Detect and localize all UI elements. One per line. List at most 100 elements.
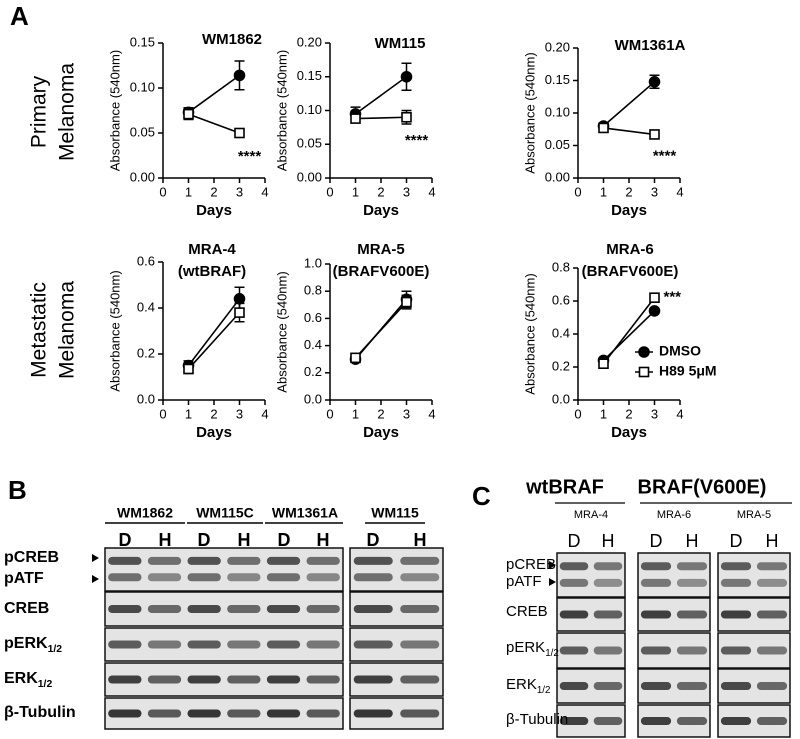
blot-band: [266, 709, 301, 718]
data-line: [602, 297, 656, 365]
blot-band: [353, 605, 393, 613]
row-label: Primary: [28, 75, 51, 148]
blot-strip: [104, 591, 344, 627]
y-axis-label: Absorbance (540nm): [522, 273, 537, 394]
blot-band: [400, 640, 440, 649]
blot-band: [306, 675, 340, 684]
y-tick-label: 0.2: [552, 358, 570, 373]
y-tick-label: 0.0: [552, 391, 570, 406]
x-tick-label: 0: [574, 406, 581, 421]
blot-band: [147, 556, 182, 565]
data-line: [187, 298, 241, 366]
blot-band: [266, 640, 301, 649]
blot-band: [108, 709, 142, 718]
cell-line-label: WM115C: [196, 505, 254, 521]
blot-band: [306, 605, 340, 613]
panel-label: C: [472, 481, 491, 511]
row-label: Melanoma: [56, 281, 79, 379]
cell-line-label: WM1361A: [272, 505, 338, 521]
x-tick-label: 0: [159, 406, 166, 421]
lane-label: D: [198, 530, 211, 550]
annotation: ****: [653, 147, 677, 164]
blot-band: [756, 682, 788, 690]
blot-band: [559, 646, 589, 655]
x-tick-label: 0: [159, 184, 166, 199]
y-tick-label: 0.00: [545, 169, 570, 184]
blot-band: [676, 646, 708, 655]
data-point: [649, 292, 660, 304]
blot-band: [593, 610, 623, 619]
blot-arrow: [92, 575, 99, 583]
y-tick-label: 0.05: [130, 124, 155, 139]
blot-band: [720, 578, 752, 587]
blot-band: [187, 709, 221, 718]
blot-band: [756, 578, 788, 587]
blot-strip: [349, 547, 444, 592]
blot-strip: [556, 552, 626, 598]
blot-band: [593, 646, 623, 655]
blot-band: [187, 573, 221, 582]
data-point: [400, 70, 413, 83]
blot-band: [400, 556, 440, 565]
blot-row-label: pCREB: [506, 556, 556, 573]
data-line: [188, 113, 240, 134]
blot-row-label: β-Tubulin: [506, 711, 568, 728]
x-axis-label: Days: [196, 202, 232, 219]
y-axis-label: Absorbance (540nm): [522, 52, 537, 173]
blot-band: [559, 610, 589, 619]
blot-band: [720, 610, 752, 619]
y-tick-label: 1.0: [304, 255, 322, 270]
row-label: Metastatic: [28, 282, 51, 378]
y-tick-label: 0.4: [552, 325, 570, 340]
y-tick-label: 0.8: [304, 283, 322, 298]
x-tick-label: 1: [352, 406, 359, 421]
blot-row-label: pERK1/2: [4, 635, 62, 655]
data-line: [603, 127, 655, 136]
y-tick-label: 0.15: [297, 68, 322, 83]
data-point: [183, 108, 194, 120]
blot-band: [108, 556, 142, 565]
chart: MRA-4 (wtBRAF) 0.0 0.2 0.4 0.6 0 1 2 3 4 Days Absorb…: [107, 241, 268, 441]
chart: WM115 0.00 0.05 0.10 0.15 0.20 0 1 2 3 4 Days Absorb…: [274, 34, 435, 219]
blot-band: [593, 562, 623, 571]
y-tick-label: 0.00: [130, 169, 155, 184]
blot-band: [147, 640, 182, 649]
chart-title: MRA-4: [188, 241, 236, 258]
cell-line-label: MRA-4: [574, 509, 608, 521]
blot-strip: [717, 552, 791, 598]
annotation: ***: [664, 289, 682, 306]
blot-band: [593, 578, 623, 587]
x-axis-label: Days: [611, 202, 647, 219]
chart: WM1361A 0.00 0.05 0.10 0.15 0.20 0 1 2 3 4 Days Abso…: [522, 37, 685, 219]
y-tick-label: 0.15: [130, 34, 155, 49]
data-line: [355, 76, 407, 115]
row-label: Melanoma: [56, 63, 79, 161]
blot-band: [147, 605, 182, 613]
x-tick-label: 2: [210, 406, 217, 421]
chart: WM1862 0.00 0.05 0.10 0.15 0 1 2 3 4 Days Absorbanc…: [107, 31, 268, 219]
blot-band: [227, 709, 261, 718]
data-line: [187, 312, 241, 370]
x-tick-label: 4: [428, 406, 435, 421]
lane-label: H: [686, 531, 699, 551]
blot-row-subscript: 1/2: [545, 648, 559, 659]
lane-label: D: [568, 531, 581, 551]
blot-band: [266, 556, 301, 565]
lane-label: H: [602, 531, 615, 551]
blot-row-text: CREB: [506, 603, 548, 620]
lane-label: D: [650, 531, 663, 551]
data-line: [602, 81, 656, 127]
blot-band: [400, 709, 440, 718]
x-axis-label: Days: [611, 424, 647, 441]
blot-row-text: ERK: [506, 676, 537, 693]
y-tick-label: 0.6: [137, 253, 155, 268]
lane-label: H: [159, 530, 172, 550]
y-tick-label: 0.20: [297, 34, 322, 49]
blot-band: [640, 717, 672, 725]
y-tick-label: 0.6: [304, 310, 322, 325]
blot-band: [559, 578, 589, 587]
blot-band: [720, 682, 752, 690]
x-tick-label: 4: [261, 406, 268, 421]
blot-band: [306, 640, 340, 649]
panel-label: B: [8, 475, 27, 505]
